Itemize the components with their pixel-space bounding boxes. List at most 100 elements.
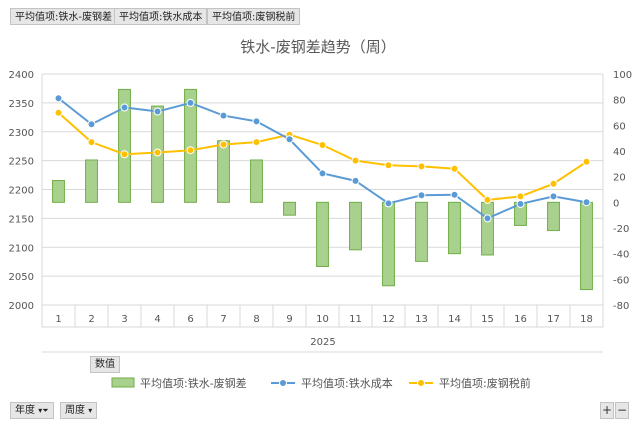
right-tick-label: 0 — [613, 198, 619, 209]
cost-line-point — [351, 176, 360, 185]
bar — [547, 201, 560, 232]
left-tick-label: 2000 — [9, 301, 34, 312]
scrap-line-point — [450, 164, 459, 173]
left-tick-label: 2350 — [9, 99, 34, 110]
bar — [349, 201, 362, 251]
values-field-button[interactable]: 数值 — [90, 356, 120, 373]
right-tick-label: 80 — [613, 96, 626, 107]
x-tick-label: 4 — [154, 314, 160, 325]
cost-line-point — [153, 107, 162, 116]
legend: 平均值项:铁水-废钢差 平均值项:铁水成本 平均值项:废钢税前 — [111, 376, 531, 390]
cost-line-point — [483, 214, 492, 223]
cost-line-point — [582, 198, 591, 207]
bar — [415, 201, 428, 262]
x-tick-label: 14 — [448, 314, 461, 325]
scrap-line-point — [186, 146, 195, 155]
x-tick-label: 10 — [316, 314, 329, 325]
x-tick-label: 15 — [481, 314, 494, 325]
bar — [250, 159, 263, 203]
year-filter-label: 年度 — [15, 405, 35, 416]
bar — [316, 201, 329, 267]
cost-line-point — [252, 117, 261, 126]
right-axis-ticks: -80 -60 -40 -20 0 20 40 60 80 100 — [613, 70, 632, 312]
x-tick-label: 18 — [580, 314, 593, 325]
cost-line-point — [384, 199, 393, 208]
left-tick-label: 2050 — [9, 272, 34, 283]
legend-bar-swatch — [111, 377, 135, 388]
legend-label: 平均值项:铁水成本 — [301, 376, 393, 390]
x-axis-ticks: 1 2 3 4 6 7 8 9 10 11 12 13 14 15 16 17 18 — [55, 314, 593, 325]
cost-line-point — [285, 135, 294, 144]
scrap-line-point — [582, 157, 591, 166]
x-tick-label: 16 — [514, 314, 527, 325]
chart-title: 铁水-废钢差趋势（周） — [240, 38, 395, 56]
cost-line-point — [549, 192, 558, 201]
left-tick-label: 2100 — [9, 243, 34, 254]
x-tick-label: 1 — [55, 314, 61, 325]
cost-line-point — [219, 111, 228, 120]
scrap-line-point — [516, 192, 525, 201]
x-tick-label: 8 — [253, 314, 259, 325]
scrap-line-point — [87, 138, 96, 147]
cost-line-point — [417, 191, 426, 200]
legend-label: 平均值项:废钢税前 — [439, 376, 531, 390]
scrap-line-point — [120, 150, 129, 159]
cost-line — [57, 97, 587, 220]
scrap-line-point — [219, 140, 228, 149]
left-axis-ticks: 2000 2050 2100 2150 2200 2250 2300 2350 2400 — [9, 70, 34, 312]
bar — [283, 201, 296, 216]
cost-line-point — [87, 120, 96, 129]
legend-label: 平均值项:铁水-废钢差 — [140, 376, 247, 390]
gridlines — [41, 73, 604, 353]
bar — [481, 201, 494, 256]
scrap-line-point — [417, 162, 426, 171]
bar — [580, 201, 593, 291]
bar — [52, 180, 65, 203]
right-tick-label: -40 — [613, 250, 629, 261]
legend-marker — [279, 379, 287, 387]
x-tick-label: 11 — [349, 314, 362, 325]
right-tick-label: -80 — [613, 301, 629, 312]
left-tick-label: 2400 — [9, 70, 34, 81]
bar — [184, 88, 197, 203]
scrap-line-point — [318, 141, 327, 150]
field-button-cost[interactable]: 平均值项:铁水成本 — [114, 8, 208, 25]
right-tick-label: -20 — [613, 224, 629, 235]
expand-button[interactable]: + — [600, 402, 614, 419]
week-filter-button[interactable]: 周度 ▾ — [60, 402, 98, 419]
collapse-button[interactable]: − — [615, 402, 629, 419]
scrap-line — [57, 111, 588, 201]
bar — [382, 201, 395, 287]
scrap-line-point — [384, 161, 393, 170]
left-tick-label: 2150 — [9, 214, 34, 225]
scrap-line-point — [153, 148, 162, 157]
x-group-label: 2025 — [310, 337, 335, 348]
bar — [448, 201, 461, 255]
right-tick-label: 40 — [613, 147, 626, 158]
filter-icon: ▾⏷ — [38, 406, 49, 415]
field-button-scrap[interactable]: 平均值项:废钢税前 — [207, 8, 301, 25]
right-tick-label: 100 — [613, 70, 632, 81]
left-tick-label: 2200 — [9, 186, 34, 197]
cost-line-point — [318, 169, 327, 178]
x-tick-label: 3 — [121, 314, 127, 325]
scrap-line-point — [54, 108, 63, 117]
bar — [118, 88, 131, 203]
x-tick-label: 9 — [286, 314, 292, 325]
legend-marker — [417, 379, 425, 387]
right-tick-label: 60 — [613, 121, 626, 132]
x-tick-label: 6 — [187, 314, 193, 325]
scrap-line-point — [351, 156, 360, 165]
left-tick-label: 2300 — [9, 128, 34, 139]
scrap-line-point — [549, 179, 558, 188]
bar — [217, 140, 230, 203]
cost-line-point — [450, 190, 459, 199]
week-filter-label: 周度 — [65, 405, 85, 416]
cost-line-point — [120, 103, 129, 112]
year-filter-button[interactable]: 年度 ▾⏷ — [10, 402, 54, 419]
cost-line-point — [516, 199, 525, 208]
scrap-line-point — [483, 195, 492, 204]
chevron-down-icon: ▾ — [88, 406, 93, 415]
line-series — [54, 94, 591, 223]
